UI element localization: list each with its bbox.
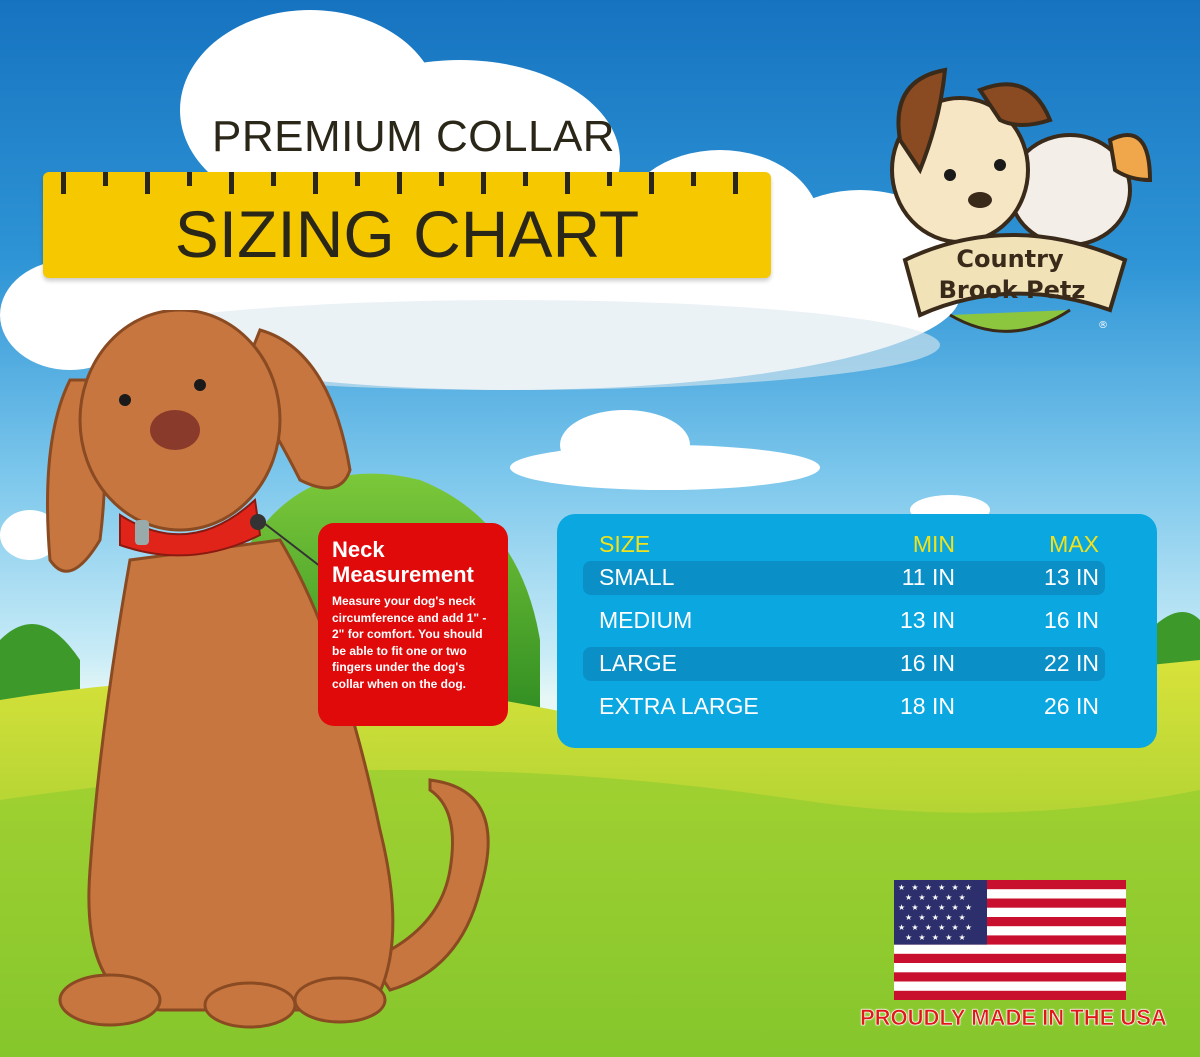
table-row: SMALL 11 IN 13 IN bbox=[583, 561, 1105, 595]
made-in-usa-text: PROUDLY MADE IN THE USA bbox=[860, 1005, 1167, 1031]
us-flag-icon: ★★★★★★ ★★★★★ ★★★★★★ ★★★★★ ★★★★★★ ★★★★★ bbox=[894, 880, 1126, 1000]
neck-measurement-instructions: Measure your dog's neck circumference an… bbox=[332, 594, 487, 691]
header-min: MIN bbox=[912, 531, 955, 557]
svg-text:★★★★★: ★★★★★ bbox=[905, 933, 972, 942]
svg-text:★★★★★: ★★★★★ bbox=[905, 893, 972, 902]
logo-text-country: Country bbox=[956, 245, 1064, 273]
registered-mark: ® bbox=[1098, 320, 1108, 331]
max-cell: 22 IN bbox=[1044, 650, 1099, 676]
dog-illustration bbox=[46, 310, 490, 1029]
size-cell: EXTRA LARGE bbox=[599, 693, 759, 719]
table-row: LARGE 16 IN 22 IN bbox=[583, 647, 1105, 681]
neck-measurement-heading: Neck Measurement bbox=[332, 537, 474, 587]
country-brook-petz-logo: Country Brook Petz ® bbox=[890, 67, 1153, 333]
size-table: SIZE MIN MAX SMALL 11 IN 13 IN MEDIUM 13… bbox=[557, 514, 1157, 748]
svg-text:★★★★★★: ★★★★★★ bbox=[898, 883, 978, 892]
size-cell: LARGE bbox=[599, 650, 677, 676]
svg-text:★★★★★★: ★★★★★★ bbox=[898, 903, 978, 912]
max-cell: 16 IN bbox=[1044, 607, 1099, 633]
min-cell: 18 IN bbox=[900, 693, 955, 719]
table-row: EXTRA LARGE 18 IN 26 IN bbox=[583, 690, 1105, 724]
svg-text:★★★★★: ★★★★★ bbox=[905, 913, 972, 922]
min-cell: 13 IN bbox=[900, 607, 955, 633]
svg-text:★★★★★★: ★★★★★★ bbox=[898, 923, 978, 932]
min-cell: 16 IN bbox=[900, 650, 955, 676]
title-premium-collar: PREMIUM COLLAR bbox=[212, 112, 616, 161]
title-sizing-chart: SIZING CHART bbox=[174, 197, 640, 271]
min-cell: 11 IN bbox=[901, 564, 955, 590]
logo-text-brook-petz: Brook Petz bbox=[939, 276, 1086, 304]
table-row: MEDIUM 13 IN 16 IN bbox=[583, 604, 1105, 638]
header-size: SIZE bbox=[599, 531, 651, 557]
ruler-banner: SIZING CHART bbox=[43, 172, 771, 278]
max-cell: 26 IN bbox=[1044, 693, 1099, 719]
neck-measurement-box: Neck Measurement Measure your dog's neck… bbox=[318, 523, 508, 726]
size-cell: SMALL bbox=[599, 564, 675, 590]
header-max: MAX bbox=[1049, 531, 1099, 557]
table-header: SIZE MIN MAX bbox=[583, 528, 1105, 562]
size-cell: MEDIUM bbox=[599, 607, 693, 633]
max-cell: 13 IN bbox=[1044, 564, 1099, 590]
